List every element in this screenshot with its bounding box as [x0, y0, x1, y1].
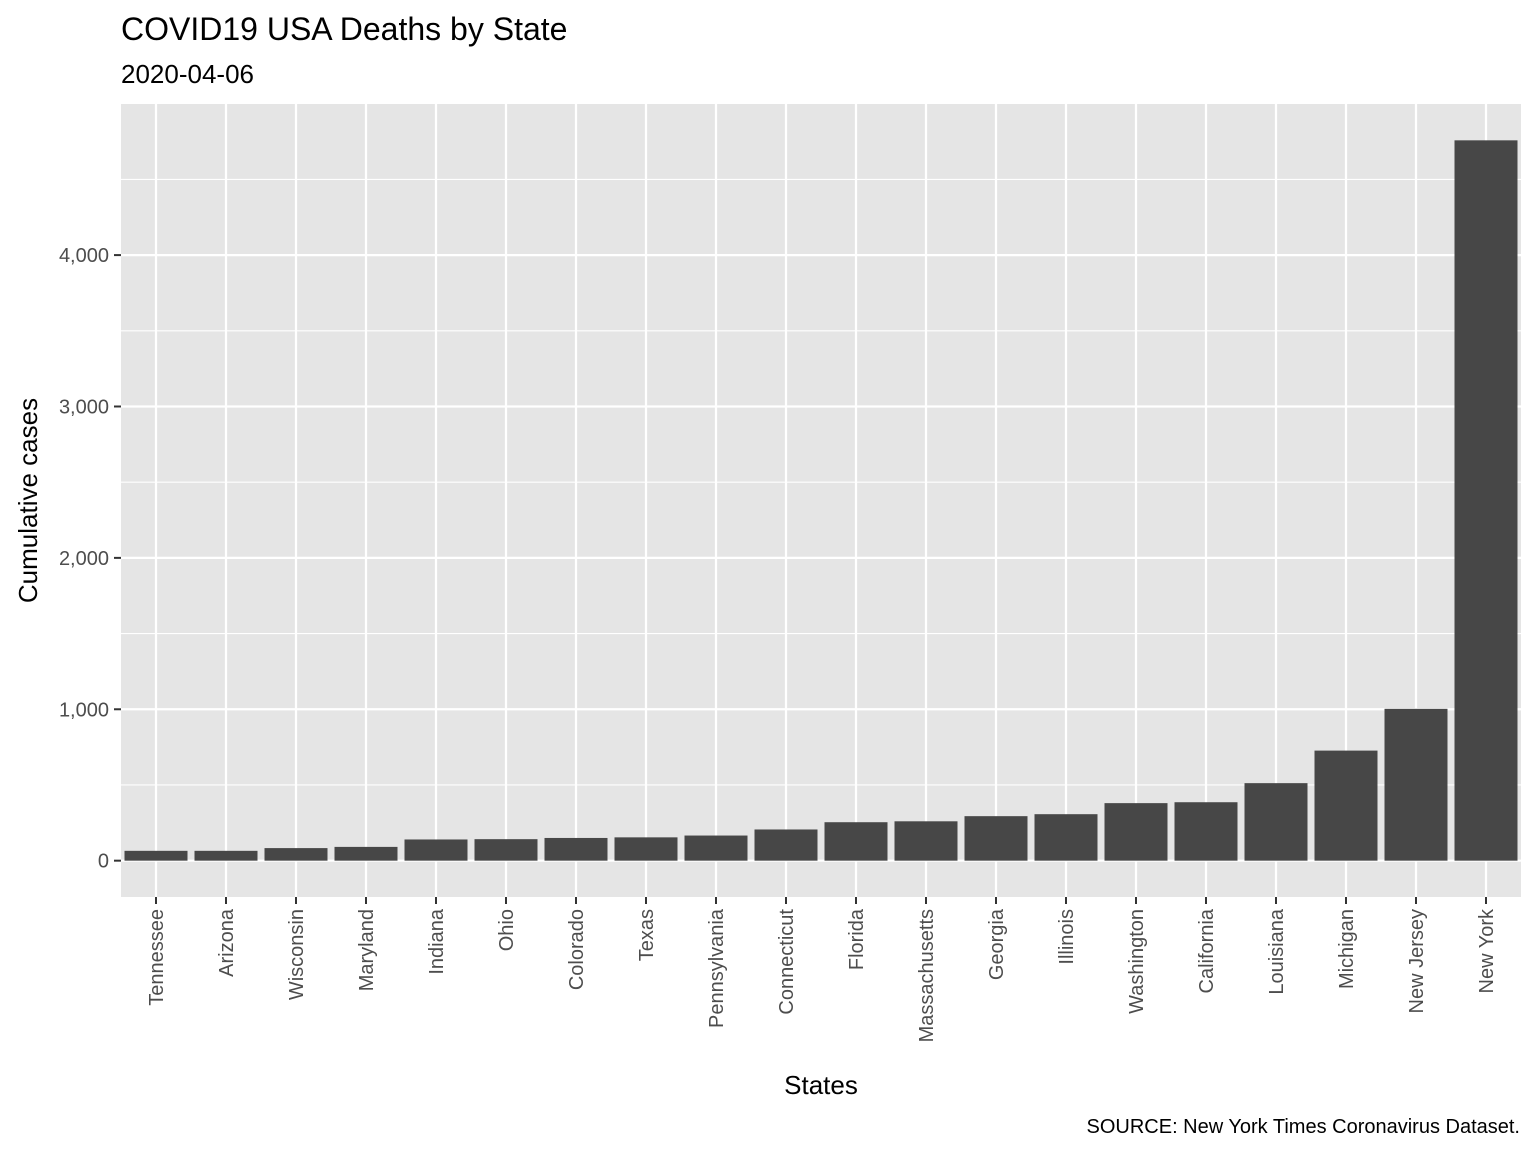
y-tick-label: 0	[98, 851, 109, 873]
x-tick-label: Connecticut	[776, 909, 798, 1015]
x-tick-label: California	[1196, 908, 1218, 993]
source-caption: SOURCE: New York Times Coronavirus Datas…	[1087, 1116, 1521, 1138]
x-tick-label: Louisiana	[1266, 908, 1288, 995]
x-tick-label: Indiana	[426, 908, 448, 974]
x-tick-label: Colorado	[566, 909, 588, 990]
x-axis-title: States	[784, 1070, 858, 1100]
bar-illinois	[1034, 814, 1098, 861]
x-tick-label: Maryland	[356, 909, 378, 991]
chart-title: COVID19 USA Deaths by State	[121, 11, 567, 47]
y-tick-label: 1,000	[59, 699, 109, 721]
y-axis-title: Cumulative cases	[13, 398, 43, 603]
x-tick-label: Texas	[636, 909, 658, 961]
bar-massachusetts	[894, 821, 958, 861]
bar-louisiana	[1244, 783, 1308, 861]
x-tick-label: Washington	[1126, 909, 1148, 1014]
bar-texas	[614, 837, 678, 861]
bar-wisconsin	[264, 848, 328, 861]
bars	[124, 140, 1518, 861]
bar-georgia	[964, 816, 1028, 861]
bar-maryland	[334, 846, 398, 861]
bar-ohio	[474, 839, 538, 861]
bar-arizona	[194, 850, 258, 861]
bar-connecticut	[754, 829, 818, 861]
chart-subtitle: 2020-04-06	[121, 59, 254, 89]
bar-florida	[824, 822, 888, 861]
bar-washington	[1104, 803, 1168, 861]
bar-indiana	[404, 839, 468, 861]
bar-colorado	[544, 837, 608, 861]
x-tick-label: Ohio	[496, 909, 518, 951]
x-tick-label: Tennessee	[146, 909, 168, 1006]
y-tick-label: 2,000	[59, 548, 109, 570]
x-tick-label: Georgia	[986, 908, 1008, 980]
x-tick-label: Pennsylvania	[706, 908, 728, 1028]
bar-new-york	[1454, 140, 1518, 861]
bar-michigan	[1314, 750, 1378, 861]
plot-panel	[121, 104, 1521, 897]
bar-pennsylvania	[684, 835, 748, 861]
bar-new-jersey	[1384, 708, 1448, 861]
y-axis: 0 1,000 2,000 3,000 4,000	[59, 245, 121, 873]
x-tick-label: Michigan	[1336, 909, 1358, 989]
x-tick-label: New York	[1476, 908, 1498, 993]
y-tick-label: 4,000	[59, 245, 109, 267]
x-tick-label: Massachusetts	[916, 909, 938, 1042]
x-axis: Tennessee Arizona Wisconsin Maryland Indiana…	[146, 897, 1498, 1042]
bar-tennessee	[124, 850, 188, 861]
y-tick-label: 3,000	[59, 396, 109, 418]
x-tick-label: Florida	[846, 908, 868, 970]
x-tick-label: New Jersey	[1406, 909, 1428, 1013]
x-tick-label: Wisconsin	[286, 909, 308, 1000]
x-tick-label: Illinois	[1056, 909, 1078, 965]
x-tick-label: Arizona	[216, 908, 238, 977]
bar-california	[1174, 802, 1238, 861]
